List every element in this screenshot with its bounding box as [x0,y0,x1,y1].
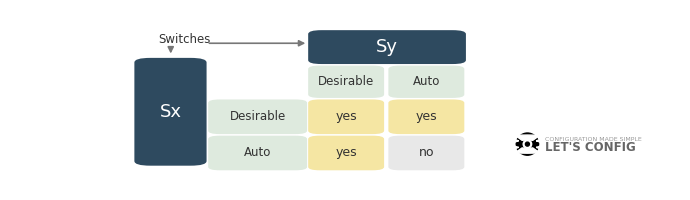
Text: Sy: Sy [376,38,398,56]
FancyBboxPatch shape [208,136,307,170]
Text: yes: yes [335,110,357,123]
Text: CONFIGURATION MADE SIMPLE: CONFIGURATION MADE SIMPLE [545,137,642,142]
Text: Sx: Sx [159,103,181,121]
Text: LET'S CONFIG: LET'S CONFIG [545,141,635,154]
FancyBboxPatch shape [308,136,384,170]
Wedge shape [496,145,519,151]
Text: Desirable: Desirable [318,75,374,88]
FancyBboxPatch shape [388,99,464,134]
Text: Auto: Auto [413,75,440,88]
Text: Auto: Auto [244,146,271,159]
Ellipse shape [516,133,539,155]
FancyBboxPatch shape [308,99,384,134]
Wedge shape [515,148,540,153]
Ellipse shape [523,140,532,148]
Wedge shape [496,137,519,144]
Text: Desirable: Desirable [230,110,286,123]
FancyBboxPatch shape [308,30,466,64]
Ellipse shape [525,142,529,146]
Text: Switches: Switches [159,33,211,46]
Wedge shape [536,137,559,144]
Wedge shape [536,145,559,151]
Text: no: no [419,146,434,159]
FancyBboxPatch shape [308,66,384,98]
Wedge shape [515,135,540,140]
FancyBboxPatch shape [135,58,206,166]
FancyBboxPatch shape [388,66,464,98]
Text: yes: yes [415,110,437,123]
FancyBboxPatch shape [208,99,307,134]
FancyBboxPatch shape [388,136,464,170]
Text: yes: yes [335,146,357,159]
